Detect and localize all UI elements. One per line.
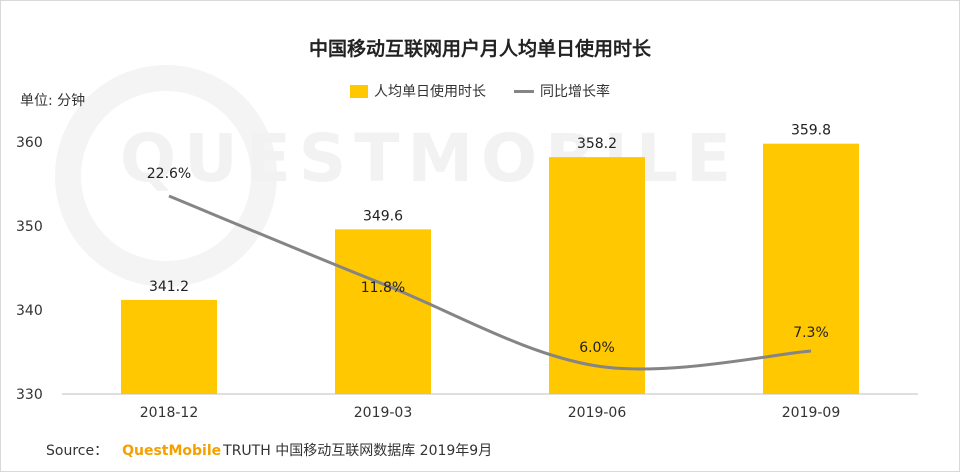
bar	[335, 229, 431, 394]
y-tick-label: 330	[16, 387, 43, 403]
bar-value-label: 358.2	[577, 136, 617, 152]
legend-line-swatch-icon	[514, 89, 534, 93]
y-tick-label: 350	[16, 219, 43, 235]
unit-label: 单位: 分钟	[20, 93, 86, 109]
y-tick-label: 360	[16, 135, 43, 151]
growth-rate-label: 6.0%	[579, 340, 615, 356]
legend-item-line: 同比增长率	[514, 81, 610, 101]
growth-rate-label: 22.6%	[147, 166, 191, 182]
source-brand: QuestMobile	[122, 443, 222, 459]
x-tick-label: 2019-09	[782, 405, 841, 421]
y-tick-label: 340	[16, 303, 43, 319]
source-footer: Source： QuestMobile TRUTH 中国移动互联网数据库 201…	[46, 440, 492, 460]
bar-value-label: 341.2	[149, 279, 189, 295]
legend-item-bar: 人均单日使用时长	[350, 81, 486, 101]
legend-bar-swatch-icon	[350, 84, 368, 98]
bar	[121, 299, 217, 394]
legend-line-label: 同比增长率	[540, 84, 610, 100]
bar	[549, 157, 645, 394]
bar-value-label: 359.8	[791, 123, 831, 139]
source-text: TRUTH 中国移动互联网数据库 2019年9月	[223, 443, 493, 459]
x-tick-label: 2019-06	[568, 405, 627, 421]
growth-rate-label: 7.3%	[793, 325, 829, 341]
growth-rate-line	[168, 194, 812, 371]
bar-value-label: 349.6	[363, 208, 403, 224]
source-prefix: Source：	[46, 443, 109, 459]
legend: 人均单日使用时长 同比增长率	[0, 81, 960, 101]
legend-bar-label: 人均单日使用时长	[374, 84, 486, 100]
chart-title: 中国移动互联网用户月人均单日使用时长	[308, 38, 651, 60]
x-tick-label: 2018-12	[140, 405, 199, 421]
x-tick-label: 2019-03	[354, 405, 413, 421]
growth-rate-label: 11.8%	[361, 280, 405, 296]
